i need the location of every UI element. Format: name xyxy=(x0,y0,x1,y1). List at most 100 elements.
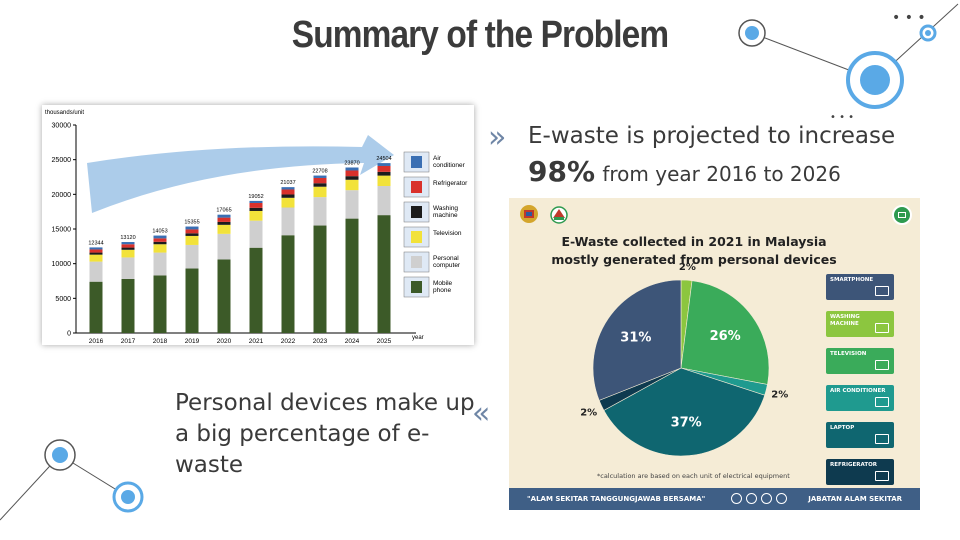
legend-label: Air xyxy=(433,155,442,162)
bar-total-label: 23870 xyxy=(344,161,359,167)
legend-swatch xyxy=(411,281,422,293)
x-tick-label: 2019 xyxy=(185,338,200,345)
department-logo-icon xyxy=(549,206,569,224)
bar-segment xyxy=(185,268,199,333)
device-icon xyxy=(875,360,889,370)
legend-swatch xyxy=(411,231,422,243)
bar-segment xyxy=(121,242,135,245)
footer-department: JABATAN ALAM SEKITAR xyxy=(808,495,902,503)
bar-segment xyxy=(377,165,391,172)
bar-segment xyxy=(121,257,135,279)
x-tick-label: 2024 xyxy=(345,338,360,345)
pie-legend-label: LAPTOP xyxy=(830,425,855,431)
bar-segment xyxy=(153,238,167,242)
bar-segment xyxy=(153,244,167,253)
device-icon xyxy=(875,397,889,407)
facebook-icon[interactable] xyxy=(731,493,742,504)
bar-total-label: 22708 xyxy=(312,169,327,175)
bar-total-label: 13120 xyxy=(120,235,135,241)
bar-segment xyxy=(377,215,391,333)
bar-segment xyxy=(377,163,391,166)
bar-segment xyxy=(185,235,199,245)
device-icon xyxy=(875,434,889,444)
pie-slice-label: 26% xyxy=(710,329,741,344)
bar-segment xyxy=(185,233,199,236)
bar-segment xyxy=(249,210,263,221)
y-tick-label: 30000 xyxy=(52,123,72,130)
bar-total-label: 21037 xyxy=(280,180,295,186)
legend-label: conditioner xyxy=(433,162,466,169)
bar-total-label: 14053 xyxy=(152,229,167,235)
bar-segment xyxy=(153,241,167,245)
y-tick-label: 0 xyxy=(67,331,71,338)
point-projection-rest: from year 2016 to 2026 xyxy=(602,162,841,186)
bar-segment xyxy=(377,186,391,216)
point-projection-line1: E-waste is projected to increase xyxy=(528,123,896,149)
bar-segment xyxy=(89,252,103,255)
bar-segment xyxy=(313,183,327,187)
x-tick-label: 2017 xyxy=(121,338,136,345)
bar-segment xyxy=(281,197,295,208)
chevron-left-icon: « xyxy=(472,396,491,431)
x-tick-label: 2025 xyxy=(377,338,392,345)
pie-slice-label: 2% xyxy=(771,389,788,400)
bar-segment xyxy=(217,224,231,234)
bar-total-label: 15355 xyxy=(184,220,199,226)
computer-badge-icon xyxy=(892,205,912,225)
bar-segment xyxy=(345,179,359,191)
bar-segment xyxy=(89,247,103,250)
x-tick-label: 2016 xyxy=(89,338,104,345)
bar-segment xyxy=(281,187,295,190)
point-projection-line2: 98% from year 2016 to 2026 xyxy=(528,154,895,192)
bar-segment xyxy=(153,252,167,276)
y-tick-label: 25000 xyxy=(52,157,72,164)
y-tick-label: 10000 xyxy=(52,261,72,268)
x-tick-label: 2021 xyxy=(249,338,264,345)
x-tick-label: 2020 xyxy=(217,338,232,345)
legend-swatch xyxy=(411,156,422,168)
pie-legend-item: TELEVISION xyxy=(826,348,894,374)
bar-segment xyxy=(281,189,295,195)
ewaste-2021-infographic: E-Waste collected in 2021 in Malaysia mo… xyxy=(509,198,920,510)
bar-segment xyxy=(217,233,231,260)
y-axis-label: thousands/unit xyxy=(45,110,84,116)
x-tick-label: 2023 xyxy=(313,338,328,345)
legend-swatch xyxy=(411,256,422,268)
instagram-icon[interactable] xyxy=(746,493,757,504)
bar-segment xyxy=(121,247,135,250)
bar-segment xyxy=(345,167,359,171)
pie-legend-item: SMARTPHONE xyxy=(826,274,894,300)
pie-chart-svg: 2% 26% 2% 37% 2% 31% xyxy=(580,262,788,457)
bar-segment xyxy=(249,207,263,211)
infographic-footer: "ALAM SEKITAR TANGGUNGJAWAB BERSAMA" JAB… xyxy=(509,488,920,510)
twitter-icon[interactable] xyxy=(761,493,772,504)
bar-segment xyxy=(249,203,263,208)
footer-slogan: "ALAM SEKITAR TANGGUNGJAWAB BERSAMA" xyxy=(527,495,706,503)
bar-total-label: 24504 xyxy=(376,156,391,162)
bar-total-label: 12344 xyxy=(88,240,103,246)
government-crest-icon xyxy=(517,204,541,226)
bar-segment xyxy=(89,281,103,333)
youtube-icon[interactable] xyxy=(776,493,787,504)
bar-segment xyxy=(217,214,231,218)
x-tick-label: 2022 xyxy=(281,338,296,345)
bar-segment xyxy=(153,235,167,239)
bar-segment xyxy=(89,249,103,253)
infographic-title: E-Waste collected in 2021 in Malaysia mo… xyxy=(551,234,837,267)
legend-label: Personal xyxy=(433,255,459,262)
bar-chart-svg: thousands/unit year 0 5000 10000 15000 20000 25… xyxy=(45,110,468,345)
y-tick-label: 20000 xyxy=(52,192,72,199)
bar-segment xyxy=(377,171,391,176)
bar-segment xyxy=(345,218,359,333)
pie-legend-item: WASHING MACHINE xyxy=(826,311,894,337)
bar-segment xyxy=(345,170,359,177)
bar-segment xyxy=(313,177,327,184)
legend-label: machine xyxy=(433,212,458,219)
legend-label: Television xyxy=(433,230,462,237)
bar-segment xyxy=(217,221,231,225)
y-tick-label: 5000 xyxy=(55,296,71,303)
point-personal-devices: Personal devices make up a big percentag… xyxy=(175,390,475,478)
pie-legend-label: TELEVISION xyxy=(830,351,867,357)
legend-label: computer xyxy=(433,262,461,269)
bar-segment xyxy=(249,200,263,203)
